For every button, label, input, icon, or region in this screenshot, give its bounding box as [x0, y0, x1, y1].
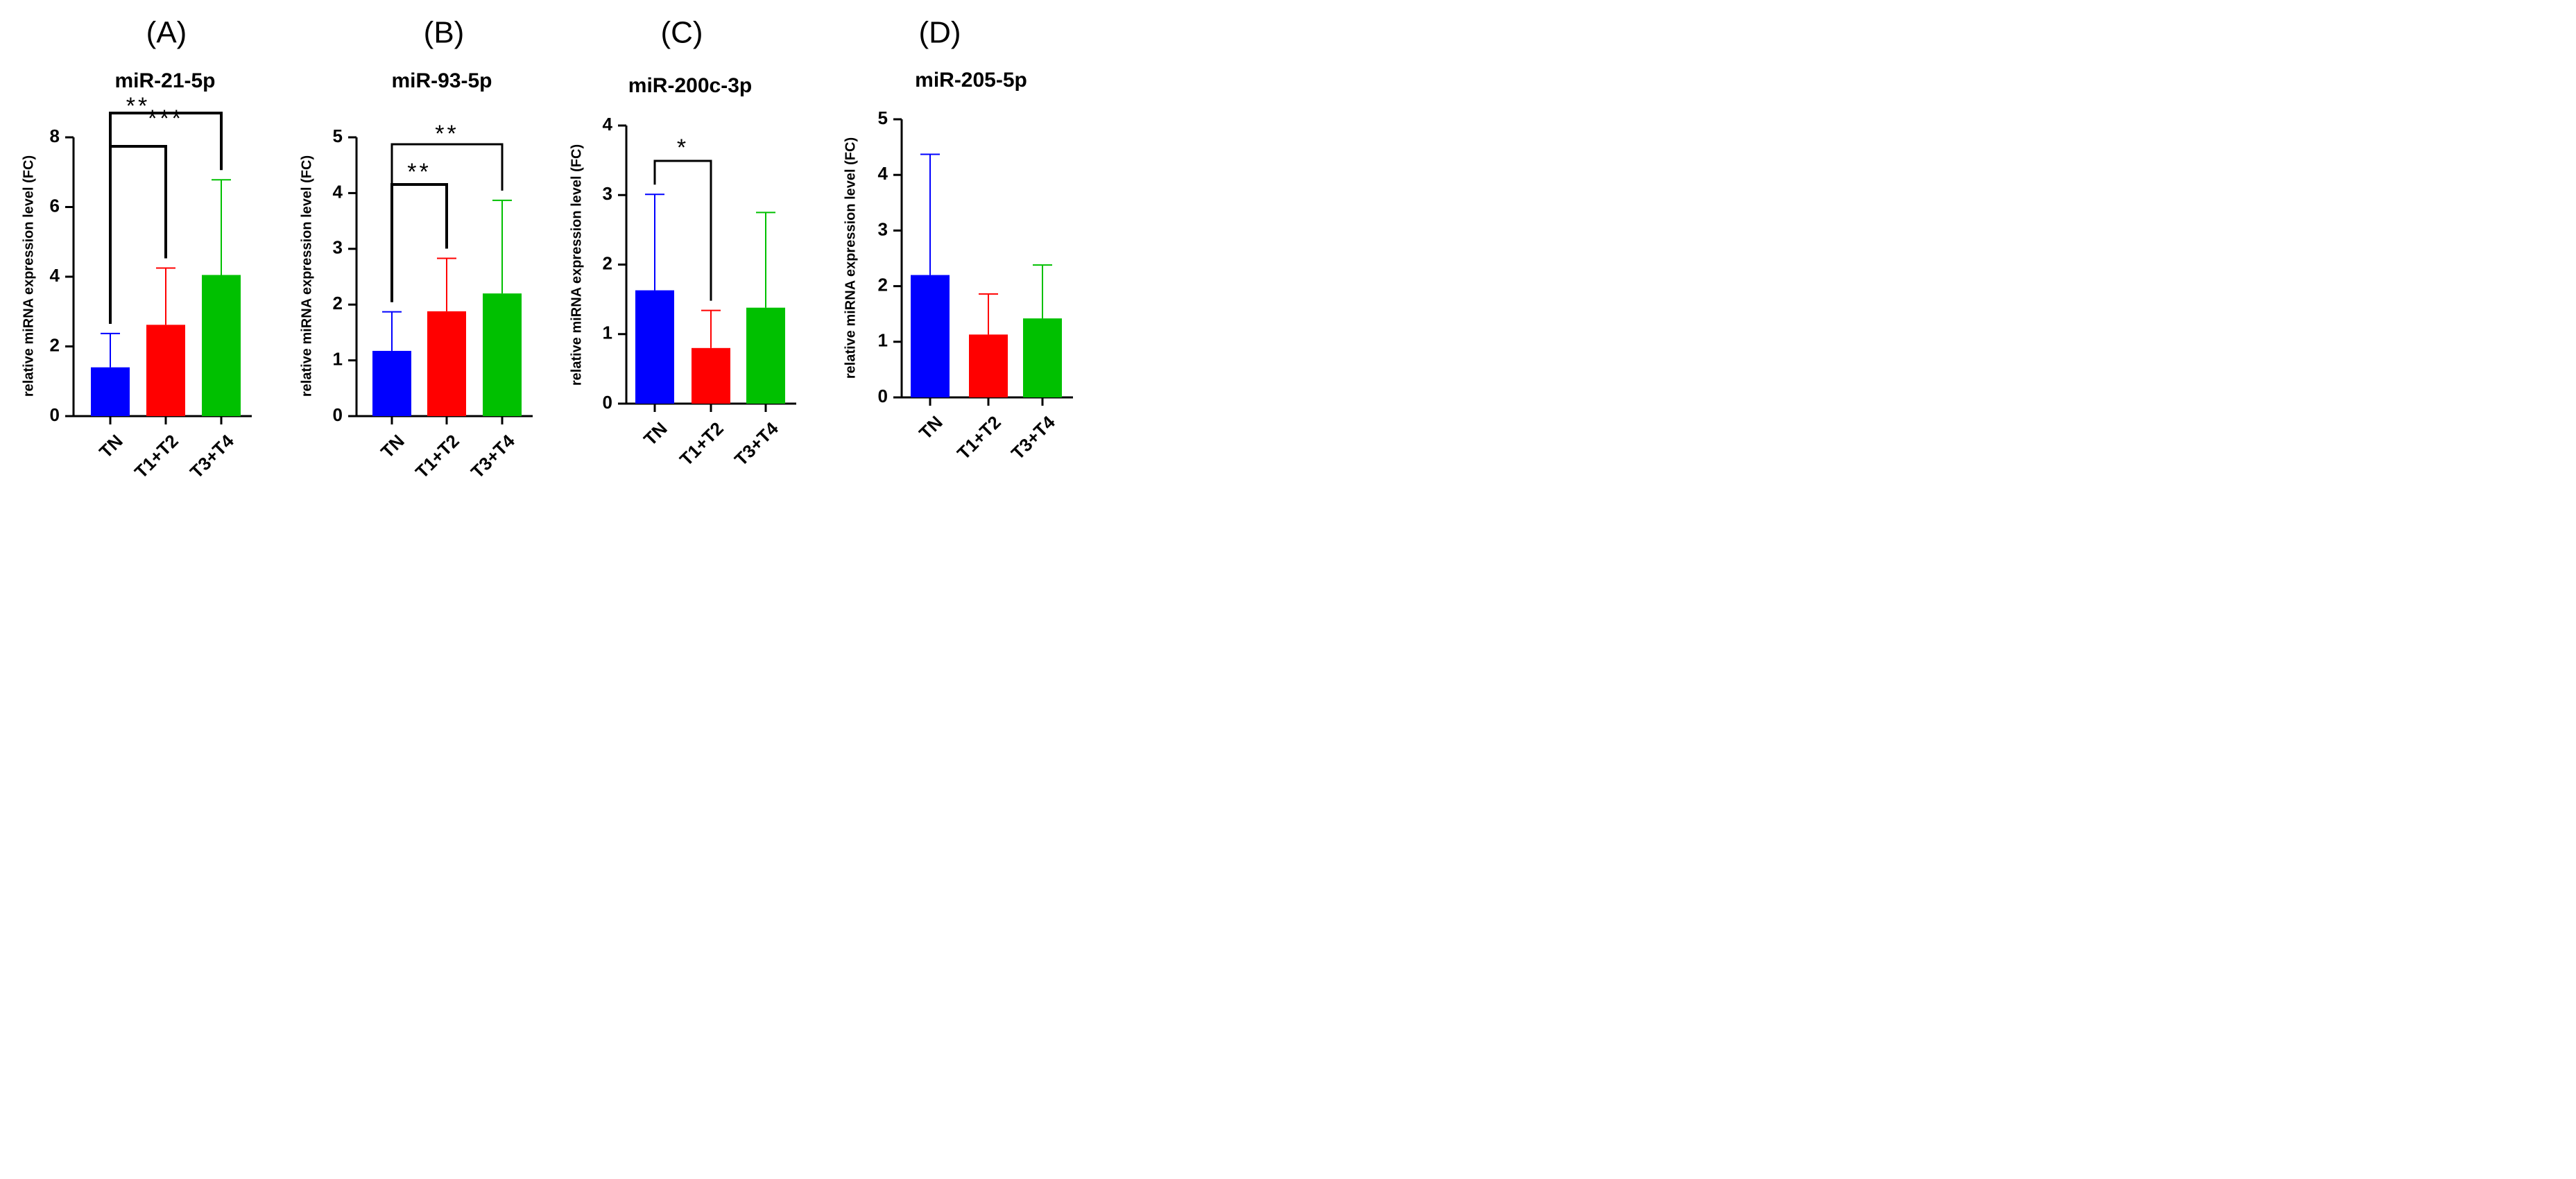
bar-t1-plus-t2 [146, 325, 185, 416]
chart-title: miR-21-5p [114, 69, 215, 92]
y-tick-label: 4 [333, 181, 343, 202]
y-tick-label: 0 [50, 404, 60, 425]
chart-panel-c: (C) miR-200c-3p relative miRNA expression … [569, 16, 796, 470]
significance-label: * [677, 135, 689, 161]
y-axis-label: relative miRNA expression level (FC) [21, 155, 36, 397]
y-tick-label: 0 [603, 392, 612, 413]
x-tick-label: T1+T2 [953, 412, 1005, 464]
y-tick-label: 3 [878, 218, 888, 239]
y-tick-label: 2 [878, 274, 888, 295]
y-tick-label: 5 [333, 126, 343, 146]
y-tick-label: 2 [333, 293, 343, 313]
y-tick-label: 1 [878, 330, 888, 351]
bar-t1-plus-t2 [692, 347, 730, 404]
bar-tn [635, 290, 674, 404]
x-tick-label: T3+T4 [186, 430, 238, 482]
bar-tn [372, 350, 411, 416]
y-tick-label: 2 [50, 334, 60, 355]
y-axis-label: relative miRNA expression level (FC) [299, 155, 314, 397]
y-tick-label: 8 [50, 126, 60, 146]
bar-tn [91, 367, 130, 416]
x-tick-label: T3+T4 [1007, 411, 1059, 463]
y-tick-label: 3 [333, 237, 343, 258]
y-tick-label: 6 [50, 195, 60, 216]
x-tick-label: T1+T2 [411, 431, 463, 483]
y-axis-label: relative miRNA expression level (FC) [569, 144, 584, 386]
significance-label: ** [435, 121, 458, 147]
significance-bracket [390, 183, 448, 302]
panel-label: (A) [146, 16, 187, 50]
significance-label: *** [148, 105, 184, 132]
y-tick-label: 2 [603, 252, 612, 273]
panel-label: (C) [660, 16, 703, 50]
y-tick-label: 4 [603, 114, 613, 135]
panel-label: (D) [918, 16, 961, 50]
y-axis-label: relative miRNA expression level (FC) [843, 137, 858, 379]
x-tick-label: TN [377, 431, 409, 463]
y-tick-label: 5 [878, 107, 888, 128]
figure-canvas: (A) miR-21-5p relative miRNA expression le… [21, 16, 1073, 483]
chart-panel-b: (B) miR-93-5p relative miRNA expression le… [299, 16, 533, 483]
chart-title: miR-205-5p [915, 69, 1027, 92]
significance-label: ** [407, 159, 431, 185]
bar-t3-plus-t4 [746, 307, 785, 404]
y-tick-label: 0 [333, 404, 343, 425]
x-tick-label: TN [95, 431, 127, 463]
significance-label: ** [126, 93, 150, 119]
x-tick-label: TN [639, 418, 671, 450]
chart-panel-a: (A) miR-21-5p relative miRNA expression le… [21, 16, 252, 483]
bar-t3-plus-t4 [1023, 318, 1062, 397]
significance-bracket [109, 112, 223, 324]
bar-t3-plus-t4 [202, 275, 241, 416]
x-tick-label: T1+T2 [676, 418, 728, 470]
y-tick-label: 4 [50, 265, 60, 286]
y-tick-label: 1 [333, 348, 343, 369]
x-tick-label: T3+T4 [467, 430, 519, 482]
significance-bracket [109, 145, 167, 324]
bar-t1-plus-t2 [969, 334, 1008, 397]
y-tick-label: 1 [603, 322, 612, 343]
bar-t3-plus-t4 [483, 293, 522, 416]
y-tick-label: 4 [878, 163, 888, 184]
x-tick-label: T1+T2 [130, 431, 182, 483]
bar-t1-plus-t2 [427, 311, 466, 416]
x-tick-label: T3+T4 [730, 418, 782, 470]
significance-bracket [653, 160, 712, 301]
y-tick-label: 3 [603, 183, 612, 204]
x-tick-label: TN [915, 412, 947, 444]
panel-label: (B) [424, 16, 465, 50]
chart-title: miR-200c-3p [628, 74, 752, 97]
y-tick-label: 0 [878, 386, 888, 406]
chart-title: miR-93-5p [391, 69, 492, 92]
bar-tn [911, 275, 950, 397]
chart-panel-d: (D) miR-205-5p relative miRNA expression l… [843, 16, 1073, 464]
significance-bracket [390, 143, 504, 302]
